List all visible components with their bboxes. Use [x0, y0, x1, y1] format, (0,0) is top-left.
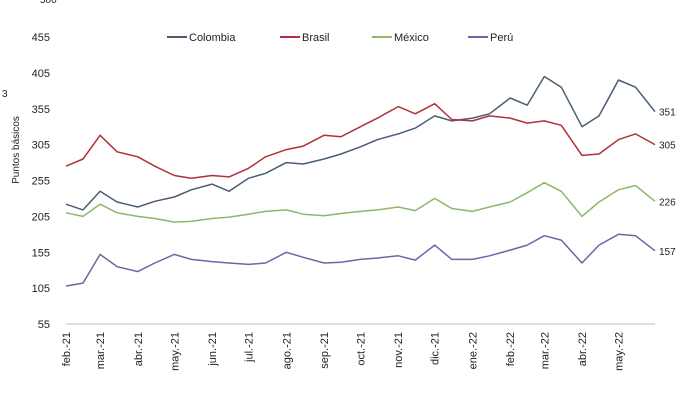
x-tick-label: feb.-21: [61, 332, 73, 366]
x-tick-label: may.-22: [614, 332, 626, 371]
end-label: 351: [659, 108, 676, 119]
series-line-per: [65, 233, 656, 287]
x-tick-label: abr.-22: [577, 332, 589, 366]
end-label: 157: [659, 247, 676, 258]
x-tick-label: abr.-21: [133, 332, 145, 366]
y-tick-label: 455: [32, 32, 50, 44]
y-tick-label: 255: [32, 176, 50, 188]
x-tick-label: dic.-21: [430, 332, 442, 365]
series-lines: [65, 75, 656, 287]
series-line-colombia: [65, 75, 656, 211]
legend-label: México: [394, 32, 429, 44]
x-tick-label: oct.-21: [356, 332, 368, 366]
x-tick-label: ene.-22: [468, 332, 480, 369]
end-label: 305: [659, 141, 676, 152]
x-tick-label: ago.-21: [281, 332, 293, 369]
y-tick-label: 55: [38, 319, 50, 331]
top-tick-fragment: 500: [40, 0, 57, 6]
end-label: 226: [659, 197, 676, 208]
x-tick-label: jul.-21: [244, 332, 256, 363]
series-line-mxico: [65, 181, 656, 223]
y-axis-label: Puntos básicos: [11, 116, 22, 184]
series-line-brasil: [65, 102, 656, 180]
legend: Colombia Brasil México Perú: [167, 32, 513, 44]
legend-label: Colombia: [189, 32, 236, 44]
legend-label: Brasil: [302, 32, 330, 44]
x-tick-label: sep.-21: [319, 332, 331, 369]
y-tick-label: 355: [32, 104, 50, 116]
x-tick-label: jun.-21: [207, 332, 219, 367]
x-axis-ticks: feb.-21 mar.-21 abr.-21 may.-21 jun.-21 jul.-…: [61, 332, 626, 371]
end-labels: 351 305 226 157: [659, 108, 676, 258]
y-tick-label: 305: [32, 140, 50, 152]
y-axis-ticks: 55 105 155 205 255 305 355 405 455: [32, 32, 50, 331]
legend-label: Perú: [490, 32, 513, 44]
x-tick-label: mar.-21: [95, 332, 107, 369]
y-tick-label: 105: [32, 283, 50, 295]
x-tick-label: may.-21: [169, 332, 181, 371]
left-margin-fragment: 3: [2, 89, 8, 100]
x-tick-label: mar.-22: [539, 332, 551, 369]
x-tick-label: feb.-22: [505, 332, 517, 366]
y-tick-label: 155: [32, 247, 50, 259]
y-tick-label: 405: [32, 68, 50, 80]
x-tick-label: nov.-21: [393, 332, 405, 368]
y-tick-label: 205: [32, 211, 50, 223]
